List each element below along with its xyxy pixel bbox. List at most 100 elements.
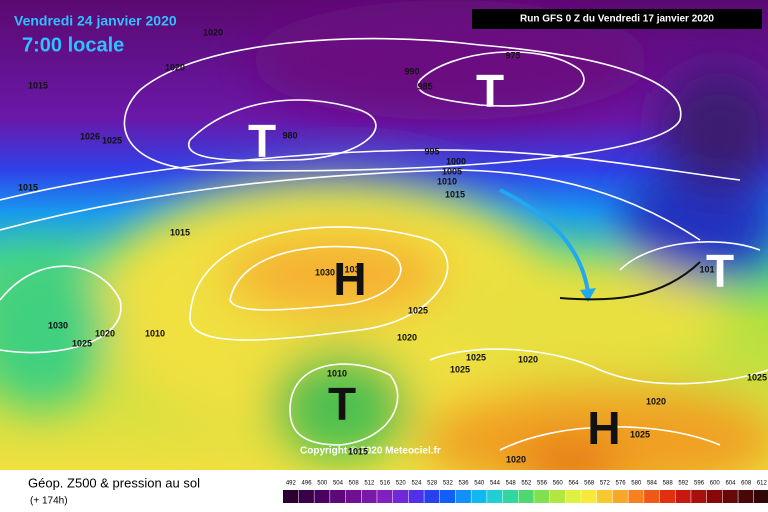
legend-swatch (408, 490, 424, 503)
isobar-label: 1015 (18, 182, 38, 192)
legend-swatch (487, 490, 503, 503)
flow-arrow (499, 188, 590, 293)
isobar-label: 1015 (28, 80, 48, 90)
isobar-label: 1020 (646, 396, 666, 406)
isobar-label: 1030 (48, 320, 68, 330)
pressure-center: T (476, 65, 504, 117)
legend-value: 508 (349, 481, 360, 487)
isobar-label: 990 (404, 66, 419, 76)
isobar-label: 1010 (437, 176, 457, 186)
legend-swatch (361, 490, 377, 503)
isobar-label: 1020 (506, 454, 526, 464)
legend-value: 496 (302, 481, 313, 487)
legend-swatch (502, 490, 518, 503)
legend-swatch (455, 490, 471, 503)
legend-value: 536 (459, 481, 470, 487)
isobar-label: 1010 (327, 368, 347, 378)
isobar-label: 980 (282, 130, 297, 140)
legend-swatch (628, 490, 644, 503)
isobar-label: 1025 (747, 372, 767, 382)
legend-swatch (581, 490, 597, 503)
legend-value: 512 (364, 481, 375, 487)
pressure-center: T (248, 115, 276, 167)
legend-value: 520 (396, 481, 407, 487)
isobar-label: 1020 (518, 354, 538, 364)
copyright: Copyright © 2020 Meteociel.fr (300, 446, 441, 457)
legend-value: 504 (333, 481, 344, 487)
legend-swatch (612, 490, 628, 503)
pressure-center: H (333, 253, 366, 305)
legend-value: 608 (741, 481, 752, 487)
legend-value: 592 (678, 481, 689, 487)
pressure-center: T (328, 378, 356, 430)
legend-title: Géop. Z500 & pression au sol (28, 475, 200, 490)
legend-swatch (754, 490, 768, 503)
legend-swatch (691, 490, 707, 503)
isobar-label: 1010 (145, 328, 165, 338)
isobar-label: 103 (344, 264, 359, 274)
lead-time: (+ 174h) (30, 496, 68, 507)
run-label: Run GFS 0 Z du Vendredi 17 janvier 2020 (520, 14, 714, 25)
legend-swatch (424, 490, 440, 503)
isobar-label: 1015 (445, 189, 465, 199)
pressure-center: T (706, 245, 734, 297)
legend-value: 596 (694, 481, 705, 487)
legend-swatch (549, 490, 566, 503)
isobar-label: 975 (505, 50, 520, 60)
isobars (0, 37, 768, 451)
legend-swatch (706, 490, 723, 503)
legend-swatch (675, 490, 691, 503)
legend-value: 572 (600, 481, 611, 487)
isobar-label: 1020 (165, 62, 185, 72)
isobar-label: 995 (424, 146, 439, 156)
legend-value: 560 (553, 481, 564, 487)
isobar-label: 1020 (203, 27, 223, 37)
legend-value: 556 (537, 481, 548, 487)
legend-swatch (644, 490, 660, 503)
legend-value: 548 (506, 481, 517, 487)
isobar-label: 1025 (466, 352, 486, 362)
isobar-label: 1025 (450, 364, 470, 374)
legend-swatch (345, 490, 361, 503)
legend-value: 604 (725, 481, 736, 487)
legend-value: 500 (317, 481, 328, 487)
legend-swatch (597, 490, 613, 503)
legend-value: 552 (521, 481, 532, 487)
isobar-label: 1030 (315, 267, 335, 277)
isobar-label: 1025 (102, 135, 122, 145)
legend-value: 532 (443, 481, 454, 487)
legend-swatch (518, 490, 534, 503)
legend-value: 588 (663, 481, 674, 487)
legend-value: 580 (631, 481, 642, 487)
legend-value: 492 (286, 481, 297, 487)
isobar-label: 1020 (397, 332, 417, 342)
legend-value: 568 (584, 481, 595, 487)
legend-swatch (330, 490, 346, 503)
front (559, 261, 701, 301)
local-time: 7:00 locale (22, 34, 124, 56)
legend-value: 528 (427, 481, 438, 487)
isobar-label: 1025 (630, 429, 650, 439)
isobar-label: 1015 (348, 446, 368, 456)
legend-value: 540 (474, 481, 485, 487)
legend-swatch (392, 490, 409, 503)
isobar-label: 1015 (170, 227, 190, 237)
legend-swatch (440, 490, 456, 503)
legend-swatch (565, 490, 581, 503)
isobar-label: 1020 (95, 328, 115, 338)
legend-value: 600 (710, 481, 721, 487)
isobar-label: 1025 (408, 305, 428, 315)
legend-value: 544 (490, 481, 501, 487)
legend-swatch (471, 490, 487, 503)
legend-value: 564 (568, 481, 579, 487)
isobar-label: 1026 (80, 131, 100, 141)
legend-swatch (534, 490, 550, 503)
legend-value: 524 (411, 481, 422, 487)
legend-swatch (377, 490, 393, 503)
legend-value: 612 (757, 481, 768, 487)
isobar-label: 1025 (72, 338, 92, 348)
run-box (472, 9, 762, 29)
legend-value: 584 (647, 481, 658, 487)
isobar-label: 101 (699, 264, 714, 274)
